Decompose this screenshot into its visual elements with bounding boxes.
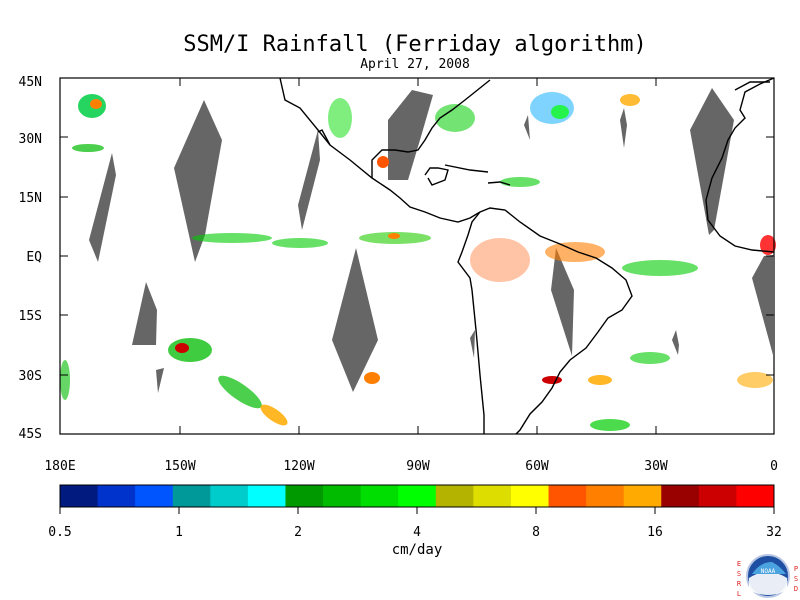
lon-label: 0 [770,459,778,474]
colorbar-tick-label: 8 [532,525,540,540]
rainfall-areas [60,92,776,431]
colorbar-segment [210,485,249,507]
svg-text:E: E [737,560,741,568]
lon-label: 60W [525,459,549,474]
lon-label: 180E [44,459,75,474]
colorbar-segment [623,485,662,507]
colorbar-segment [247,485,286,507]
svg-text:L: L [737,590,741,598]
colorbar-segment [586,485,625,507]
colorbar-segment [360,485,399,507]
colorbar-segment [661,485,700,507]
lon-label: 90W [406,459,430,474]
colorbar [60,485,775,507]
colorbar-labels: 0.5 1 2 4 8 16 32 [48,525,782,540]
coastlines [279,77,775,435]
colorbar-segment [60,485,99,507]
map-title: SSM/I Rainfall (Ferriday algorithm) [183,32,647,57]
map-frame [59,77,775,435]
lon-label: 150W [164,459,195,474]
lat-label: 30N [19,132,42,147]
no-data-swaths [89,88,773,393]
colorbar-tick-label: 4 [413,525,421,540]
colorbar-tick-label: 2 [294,525,302,540]
map-panel [59,77,776,435]
lat-labels: 45N 30N 15N EQ 15S 30S 45S [19,75,43,442]
colorbar-tick-label: 16 [647,525,663,540]
lat-label: EQ [26,250,42,265]
lon-label: 30W [644,459,668,474]
colorbar-tick-label: 32 [766,525,782,540]
colorbar-ticks [59,507,775,514]
svg-text:S: S [737,570,741,578]
svg-text:R: R [737,580,742,588]
lat-label: 15S [19,309,42,324]
colorbar-tick-label: 0.5 [48,525,71,540]
lat-label: 45N [19,75,42,90]
lat-label: 45S [19,427,42,442]
colorbar-segment [736,485,775,507]
logo-center-text: NOAA [761,568,776,575]
svg-text:P: P [794,565,798,573]
colorbar-segment [285,485,324,507]
colorbar-segment [97,485,136,507]
logo-right-letters: PSD [794,565,798,593]
map-date: April 27, 2008 [360,57,470,72]
colorbar-segment [135,485,174,507]
lat-label: 15N [19,191,42,206]
lon-label: 120W [283,459,314,474]
colorbar-unit: cm/day [392,542,443,558]
lat-label: 30S [19,369,42,384]
colorbar-segment [548,485,587,507]
colorbar-segment [435,485,474,507]
svg-text:S: S [794,575,798,583]
svg-text:D: D [794,585,798,593]
colorbar-segment [398,485,437,507]
colorbar-segment [473,485,512,507]
colorbar-segment [323,485,362,507]
lon-labels: 180E 150W 120W 90W 60W 30W 0 [44,459,778,474]
noaa-logo: NOAA [746,554,790,598]
colorbar-segment [698,485,737,507]
colorbar-tick-label: 1 [175,525,183,540]
colorbar-segment [172,485,211,507]
colorbar-segment [510,485,550,507]
